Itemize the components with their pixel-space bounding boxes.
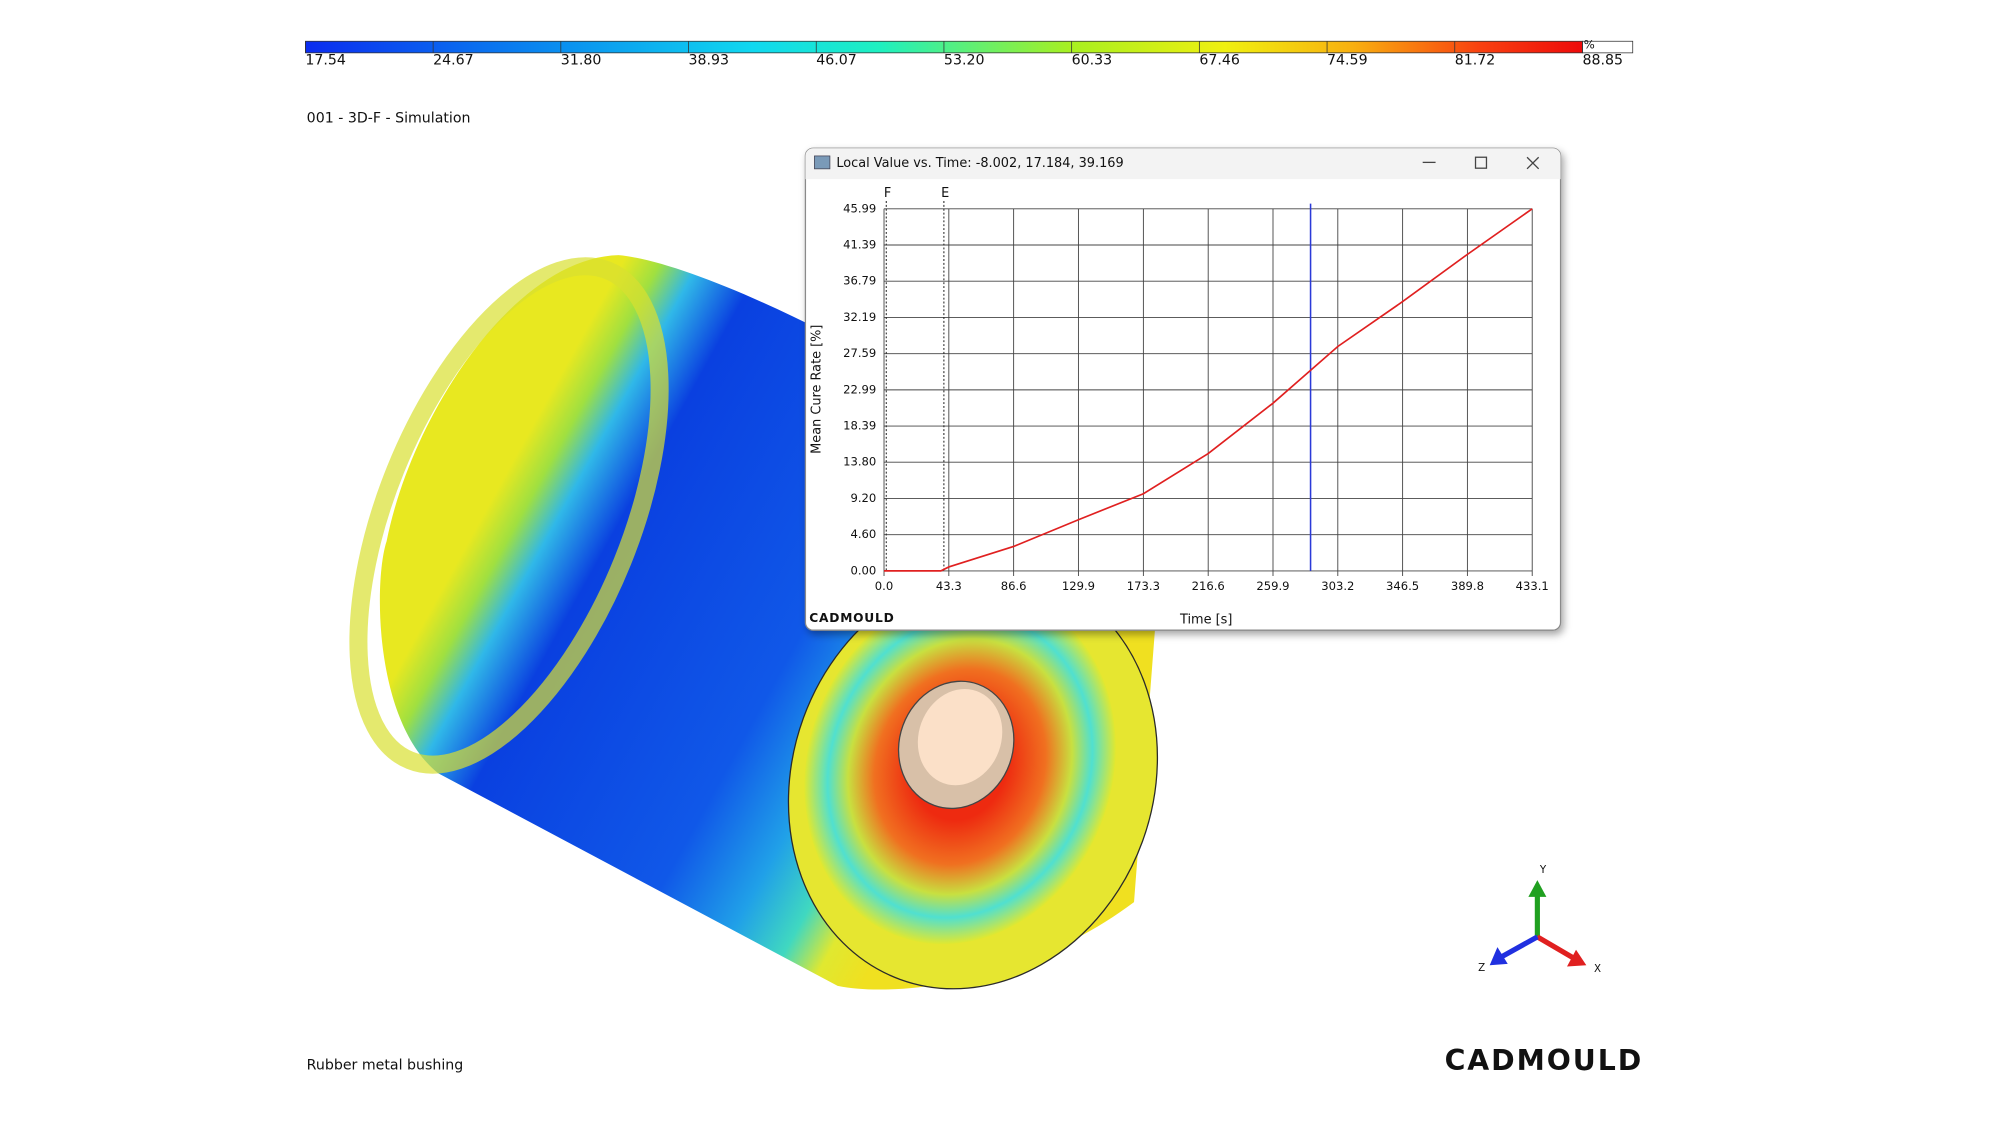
colorbar-label: 53.20 <box>944 53 985 69</box>
close-button[interactable] <box>1526 156 1540 170</box>
colorbar-label: 88.85 <box>1582 53 1623 69</box>
colorbar-label: 60.33 <box>1072 53 1113 69</box>
x-tick-label: 86.6 <box>1001 579 1027 593</box>
viewport-label: 001 - 3D-F - Simulation <box>307 111 471 127</box>
colorbar-unit: % <box>1584 38 1595 52</box>
maximize-button[interactable] <box>1474 156 1488 169</box>
axis-triad: Y X Z <box>1478 864 1601 975</box>
event-marker-label: F <box>884 186 891 201</box>
y-tick-label: 4.60 <box>851 527 877 541</box>
triad-y: Y <box>1539 864 1547 876</box>
y-tick-label: 41.39 <box>843 237 876 251</box>
colorbar-label: 67.46 <box>1199 53 1240 69</box>
triad-x: X <box>1594 963 1601 975</box>
y-tick-label: 27.59 <box>843 346 876 360</box>
x-tick-label: 259.9 <box>1256 579 1289 593</box>
y-tick-label: 36.79 <box>843 274 876 288</box>
y-tick-label: 18.39 <box>843 419 876 433</box>
logo: CADMOULD <box>1445 1044 1644 1077</box>
colorbar-label: 31.80 <box>561 53 602 69</box>
y-tick-label: 32.19 <box>843 310 876 324</box>
colorbar-label: 74.59 <box>1327 53 1368 69</box>
window-title: Local Value vs. Time: -8.002, 17.184, 39… <box>836 156 1123 171</box>
y-axis-label: Mean Cure Rate [%] <box>810 325 825 454</box>
x-tick-label: 173.3 <box>1127 579 1160 593</box>
y-tick-label: 0.00 <box>851 563 877 577</box>
x-tick-label: 129.9 <box>1062 579 1095 593</box>
colorbar-label: 46.07 <box>816 53 857 69</box>
caption: Rubber metal bushing <box>307 1058 464 1074</box>
x-tick-label: 389.8 <box>1451 579 1484 593</box>
colorbar-label: 24.67 <box>433 53 474 69</box>
colorbar-label: 17.54 <box>305 53 346 69</box>
y-tick-label: 13.80 <box>843 455 876 469</box>
window-icon <box>814 155 831 170</box>
bushing-model <box>349 255 1160 990</box>
plot-window <box>804 147 1562 631</box>
window-logo: CADMOULD <box>809 611 894 625</box>
x-tick-label: 303.2 <box>1321 579 1354 593</box>
x-tick-label: 346.5 <box>1386 579 1419 593</box>
title-bar <box>805 148 1561 180</box>
y-tick-label: 45.99 <box>843 201 876 215</box>
x-axis-label: Time [s] <box>1179 612 1232 627</box>
x-tick-label: 0.0 <box>875 579 893 593</box>
y-tick-label: 22.99 <box>843 382 876 396</box>
x-tick-label: 433.1 <box>1516 579 1549 593</box>
y-tick-label: 9.20 <box>851 491 877 505</box>
data-line <box>884 208 1533 572</box>
x-tick-label: 216.6 <box>1192 579 1225 593</box>
x-tick-label: 43.3 <box>936 579 962 593</box>
colorbar-label: 81.72 <box>1455 53 1496 69</box>
colorbar-label: 38.93 <box>689 53 730 69</box>
triad-z: Z <box>1478 962 1485 974</box>
event-marker-label: E <box>941 186 949 201</box>
